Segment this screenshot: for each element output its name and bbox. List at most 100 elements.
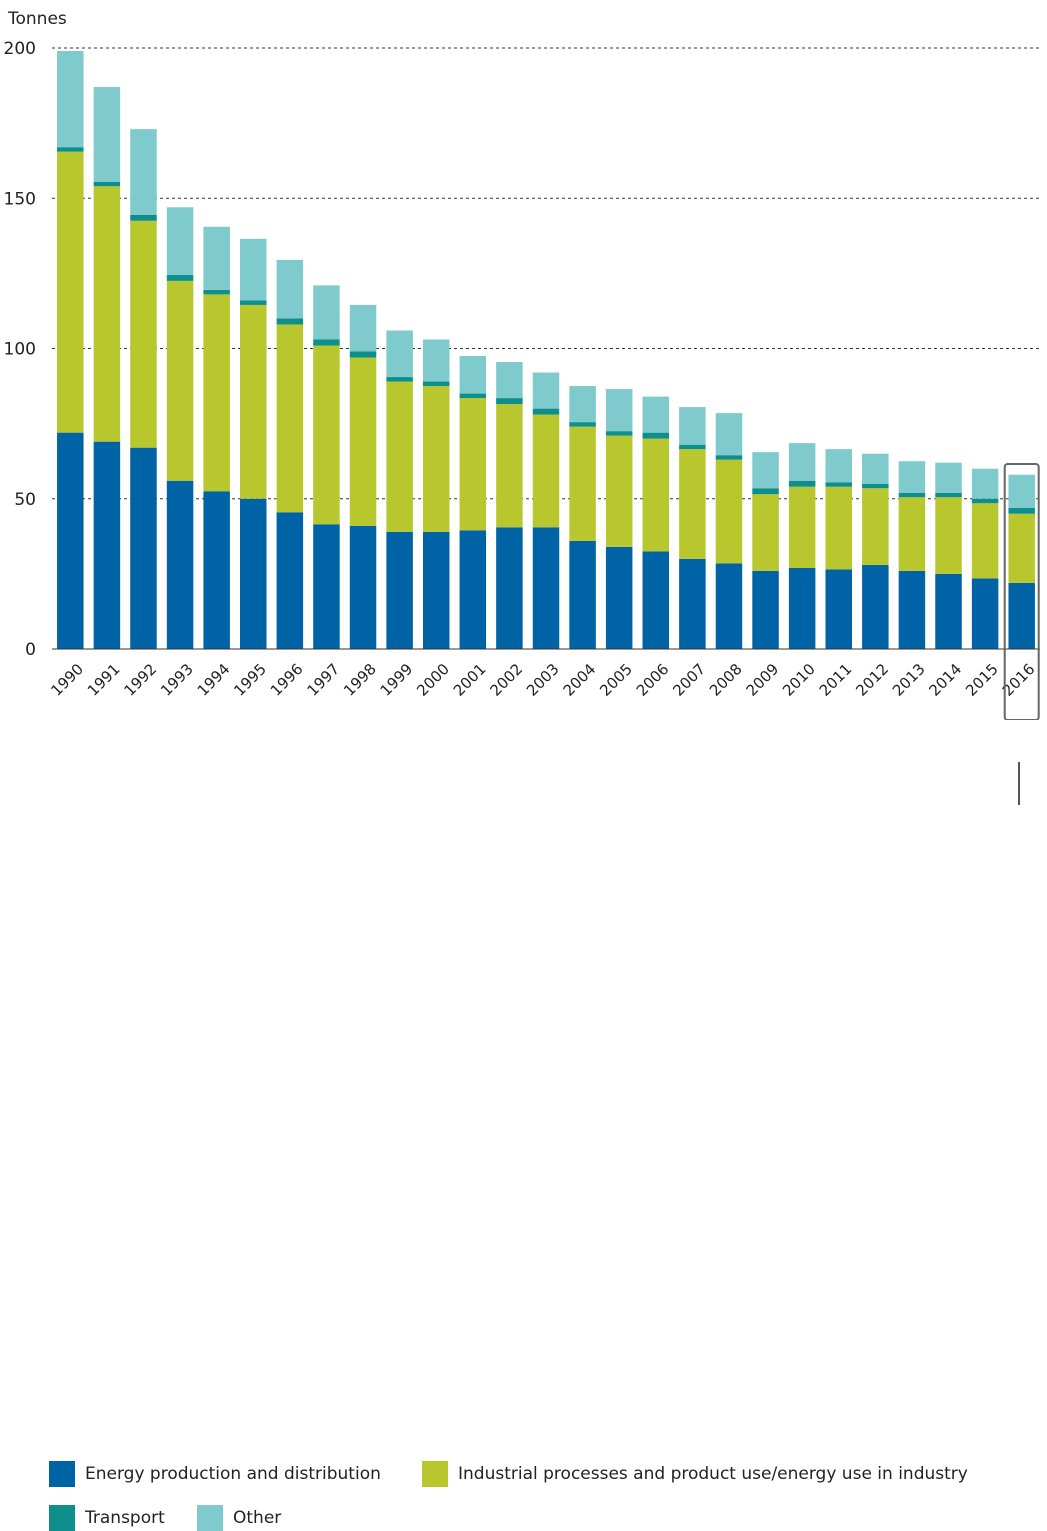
x-tick-label: 2010: [779, 660, 819, 700]
x-tick-label: 1993: [157, 660, 197, 700]
bar-segment-1998-s3: [349, 304, 377, 352]
bar-segment-1990-s1: [57, 151, 84, 433]
bar-segment-1993-s3: [166, 207, 194, 275]
bar-segment-2005-s1: [605, 435, 633, 547]
x-tick-label: 2006: [633, 660, 673, 700]
bar-segment-2009-s0: [752, 570, 779, 649]
x-tick-label: 1990: [47, 660, 87, 700]
bar-segment-2006-s2: [642, 432, 670, 439]
legend-swatch-industrial: [422, 1461, 448, 1487]
bar-segment-2013-s2: [898, 492, 926, 498]
bar-segment-2000-s3: [422, 339, 450, 382]
bar-segment-2000-s1: [422, 386, 450, 532]
bar-segment-2002-s3: [496, 362, 523, 399]
x-tick-label: 2002: [486, 660, 526, 700]
x-tick-label: 1995: [230, 660, 270, 700]
bar-segment-2005-s3: [605, 389, 633, 432]
bar-segment-1993-s2: [166, 274, 194, 281]
legend-swatch-transport: [49, 1505, 75, 1531]
bar-segment-2010-s1: [788, 486, 816, 568]
bar-segment-1993-s0: [166, 480, 194, 649]
bar-segment-1996-s1: [276, 324, 304, 513]
bar-segment-1995-s2: [240, 300, 267, 305]
bar-segment-2003-s3: [532, 372, 560, 409]
x-tick-labels: 1990199119921993199419951996199719981999…: [47, 660, 1038, 700]
legend-label-other: Other: [233, 1508, 282, 1528]
x-tick-label: 2007: [669, 660, 709, 700]
bars: [52, 51, 1040, 650]
bar-segment-2007-s0: [679, 558, 706, 649]
bar-segment-1991-s0: [93, 441, 121, 649]
bar-segment-2002-s2: [496, 398, 523, 405]
legend-item-energy: Energy production and distribution: [49, 1461, 381, 1487]
bar-segment-1999-s2: [386, 377, 413, 382]
y-tick-label: 50: [14, 490, 36, 510]
bar-segment-1991-s2: [93, 181, 121, 187]
bar-segment-2013-s1: [898, 497, 926, 571]
bar-segment-2011-s0: [825, 569, 852, 649]
bar-segment-1992-s0: [130, 447, 157, 649]
bar-segment-1996-s2: [276, 318, 304, 325]
bar-segment-2016-s0: [1008, 582, 1035, 649]
x-tick-label: 2008: [706, 660, 746, 700]
bar-segment-2012-s2: [862, 483, 889, 489]
bar-segment-1997-s0: [313, 524, 340, 649]
bar-segment-2011-s3: [825, 449, 852, 483]
bar-segment-2007-s3: [679, 407, 706, 445]
legend-swatch-other: [197, 1505, 223, 1531]
x-tick-label: 2003: [523, 660, 563, 700]
bar-segment-1997-s3: [313, 285, 340, 340]
bar-segment-2004-s0: [569, 540, 596, 649]
bar-segment-2006-s0: [642, 551, 670, 649]
bar-segment-2000-s0: [422, 531, 450, 649]
bar-segment-1992-s3: [130, 129, 157, 215]
bar-segment-2015-s2: [971, 498, 999, 504]
bar-segment-2006-s3: [642, 396, 670, 433]
x-tick-label: 2004: [560, 660, 600, 700]
legend-item-transport: Transport: [49, 1505, 165, 1531]
bar-segment-2014-s0: [935, 573, 962, 649]
x-tick-label: 1994: [194, 660, 234, 700]
x-tick-label: 2014: [926, 660, 966, 700]
bar-segment-2014-s1: [935, 497, 962, 574]
bar-segment-2012-s1: [862, 488, 889, 565]
bar-segment-1995-s1: [240, 304, 267, 499]
bar-segment-2003-s2: [532, 408, 560, 415]
legend-item-industrial: Industrial processes and product use/ene…: [422, 1461, 968, 1487]
bar-segment-1997-s2: [313, 339, 340, 346]
bar-segment-2013-s0: [898, 570, 926, 649]
bar-segment-2008-s2: [715, 455, 743, 460]
bar-segment-2010-s3: [788, 443, 816, 481]
bar-segment-1999-s1: [386, 381, 413, 532]
bar-segment-2012-s0: [862, 564, 889, 649]
legend-label-transport: Transport: [85, 1508, 165, 1528]
bar-segment-2011-s1: [825, 486, 852, 570]
x-tick-label: 1996: [267, 660, 307, 700]
bar-segment-1995-s3: [240, 238, 267, 301]
legend-label-industrial: Industrial processes and product use/ene…: [458, 1464, 968, 1484]
y-tick-label: 100: [4, 340, 36, 360]
bar-segment-1996-s0: [276, 512, 304, 649]
bar-segment-2004-s1: [569, 426, 596, 541]
bar-segment-2001-s1: [459, 398, 487, 531]
bar-segment-1995-s0: [240, 498, 267, 649]
bar-segment-2016-s1: [1008, 513, 1035, 583]
bar-segment-1997-s1: [313, 345, 340, 525]
y-tick-label: 150: [4, 189, 36, 209]
x-tick-label: 1992: [121, 660, 161, 700]
x-tick-label: 2009: [743, 660, 783, 700]
x-tick-label: 2015: [962, 660, 1002, 700]
bar-segment-2016-s3: [1008, 474, 1035, 508]
bar-segment-1994-s3: [203, 226, 230, 290]
bar-segment-2001-s3: [459, 356, 487, 394]
bar-segment-2008-s1: [715, 459, 743, 564]
bar-segment-2007-s1: [679, 449, 706, 559]
bar-segment-2008-s0: [715, 563, 743, 649]
legend-label-energy: Energy production and distribution: [85, 1464, 381, 1484]
bar-segment-2009-s3: [752, 452, 779, 489]
bar-segment-1990-s3: [57, 51, 84, 148]
bar-segment-2002-s0: [496, 527, 523, 649]
bar-segment-1994-s0: [203, 491, 230, 649]
bar-segment-2016-s2: [1008, 507, 1035, 514]
bar-segment-2010-s0: [788, 567, 816, 649]
